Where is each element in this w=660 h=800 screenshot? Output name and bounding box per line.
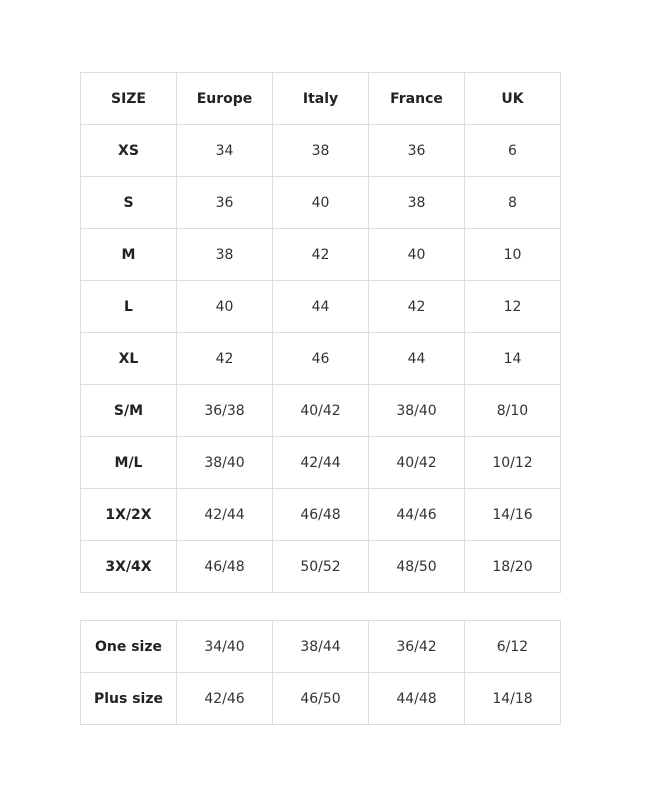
row-label: M xyxy=(80,228,177,281)
table-cell: 44 xyxy=(272,280,369,333)
row-label: Plus size xyxy=(80,672,177,725)
table-cell: 34 xyxy=(176,124,273,177)
table-cell: 44 xyxy=(368,332,465,385)
row-label: 3X/4X xyxy=(80,540,177,593)
table-cell: 42/46 xyxy=(176,672,273,725)
table-row: S 36 40 38 8 xyxy=(80,176,561,229)
table-row: M 38 42 40 10 xyxy=(80,228,561,281)
table-cell: UK xyxy=(464,72,561,125)
table-cell: 38 xyxy=(272,124,369,177)
table-cell: 38 xyxy=(368,176,465,229)
table-cell: 36 xyxy=(368,124,465,177)
table-cell: 36/38 xyxy=(176,384,273,437)
table-cell: 36/42 xyxy=(368,620,465,673)
table-cell: 14/16 xyxy=(464,488,561,541)
table-row: L 40 44 42 12 xyxy=(80,280,561,333)
table-cell: 46/50 xyxy=(272,672,369,725)
table-row: 1X/2X 42/44 46/48 44/46 14/16 xyxy=(80,488,561,541)
table-cell: 40 xyxy=(272,176,369,229)
row-label: XS xyxy=(80,124,177,177)
table-cell: 40 xyxy=(176,280,273,333)
row-label: L xyxy=(80,280,177,333)
table-cell: 42/44 xyxy=(272,436,369,489)
table-row: M/L 38/40 42/44 40/42 10/12 xyxy=(80,436,561,489)
row-label: S/M xyxy=(80,384,177,437)
row-label: One size xyxy=(80,620,177,673)
table-cell: Europe xyxy=(176,72,273,125)
row-label: SIZE xyxy=(80,72,177,125)
table-cell: France xyxy=(368,72,465,125)
table-cell: 42 xyxy=(368,280,465,333)
row-label: 1X/2X xyxy=(80,488,177,541)
table-cell: 10 xyxy=(464,228,561,281)
table-cell: 40/42 xyxy=(272,384,369,437)
table-cell: 48/50 xyxy=(368,540,465,593)
table-cell: 42/44 xyxy=(176,488,273,541)
table-cell: 42 xyxy=(176,332,273,385)
table-cell: 46 xyxy=(272,332,369,385)
table-cell: 38/40 xyxy=(368,384,465,437)
table-cell: 44/46 xyxy=(368,488,465,541)
table-row: S/M 36/38 40/42 38/40 8/10 xyxy=(80,384,561,437)
table-cell: 6 xyxy=(464,124,561,177)
table-cell: 18/20 xyxy=(464,540,561,593)
table-cell: 38 xyxy=(176,228,273,281)
table-cell: 14 xyxy=(464,332,561,385)
row-label: XL xyxy=(80,332,177,385)
table-cell: 40 xyxy=(368,228,465,281)
table-cell: 38/44 xyxy=(272,620,369,673)
table-cell: Italy xyxy=(272,72,369,125)
table-row: XS 34 38 36 6 xyxy=(80,124,561,177)
table-cell: 36 xyxy=(176,176,273,229)
table-row: Plus size 42/46 46/50 44/48 14/18 xyxy=(80,672,561,725)
table-row: SIZE Europe Italy France UK xyxy=(80,72,561,125)
one-size-table: One size 34/40 38/44 36/42 6/12 Plus size 42/4… xyxy=(80,620,561,725)
table-row: XL 42 46 44 14 xyxy=(80,332,561,385)
table-cell: 46/48 xyxy=(176,540,273,593)
table-cell: 46/48 xyxy=(272,488,369,541)
table-row: 3X/4X 46/48 50/52 48/50 18/20 xyxy=(80,540,561,593)
table-cell: 38/40 xyxy=(176,436,273,489)
row-label: M/L xyxy=(80,436,177,489)
table-cell: 40/42 xyxy=(368,436,465,489)
table-cell: 10/12 xyxy=(464,436,561,489)
table-cell: 12 xyxy=(464,280,561,333)
table-cell: 8/10 xyxy=(464,384,561,437)
size-table: SIZE Europe Italy France UK XS 34 38 36 6 S 36 40 38 8… xyxy=(80,72,561,593)
row-label: S xyxy=(80,176,177,229)
table-cell: 14/18 xyxy=(464,672,561,725)
table-cell: 50/52 xyxy=(272,540,369,593)
table-cell: 44/48 xyxy=(368,672,465,725)
table-cell: 6/12 xyxy=(464,620,561,673)
table-row: One size 34/40 38/44 36/42 6/12 xyxy=(80,620,561,673)
table-cell: 34/40 xyxy=(176,620,273,673)
table-cell: 42 xyxy=(272,228,369,281)
table-cell: 8 xyxy=(464,176,561,229)
